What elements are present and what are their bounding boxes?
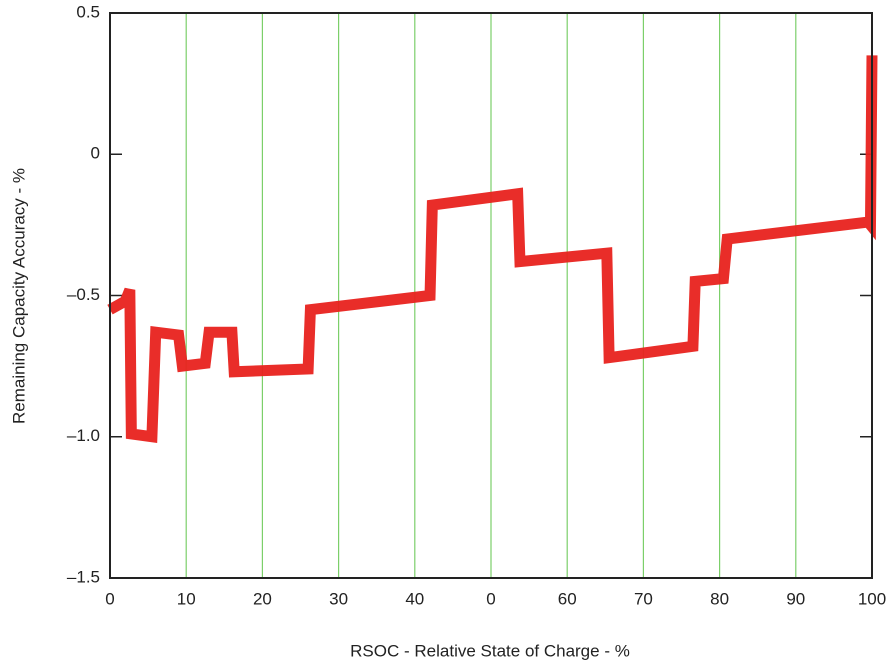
y-tick-label: –1.5 <box>67 567 100 586</box>
y-tick-label: –0.5 <box>67 285 100 304</box>
data-line <box>107 55 878 444</box>
x-tick-label: 70 <box>634 589 653 608</box>
x-tick-label: 100 <box>858 589 886 608</box>
y-tick-label: –1.0 <box>67 426 100 445</box>
x-tick-label: 0 <box>486 589 495 608</box>
x-axis-title: RSOC - Relative State of Charge - % <box>350 641 630 660</box>
x-tick-label: 20 <box>253 589 272 608</box>
plot-frame <box>109 12 873 579</box>
x-tick-label: 0 <box>105 589 114 608</box>
x-tick-label: 60 <box>558 589 577 608</box>
y-tick-label: 0.5 <box>76 2 100 21</box>
x-tick-label: 80 <box>710 589 729 608</box>
x-tick-label: 90 <box>786 589 805 608</box>
x-tick-label: 40 <box>405 589 424 608</box>
x-tick-label: 10 <box>177 589 196 608</box>
x-tick-label: 30 <box>329 589 348 608</box>
y-tick-label: 0 <box>91 144 100 163</box>
y-axis-title: Remaining Capacity Accuracy - % <box>9 168 28 424</box>
